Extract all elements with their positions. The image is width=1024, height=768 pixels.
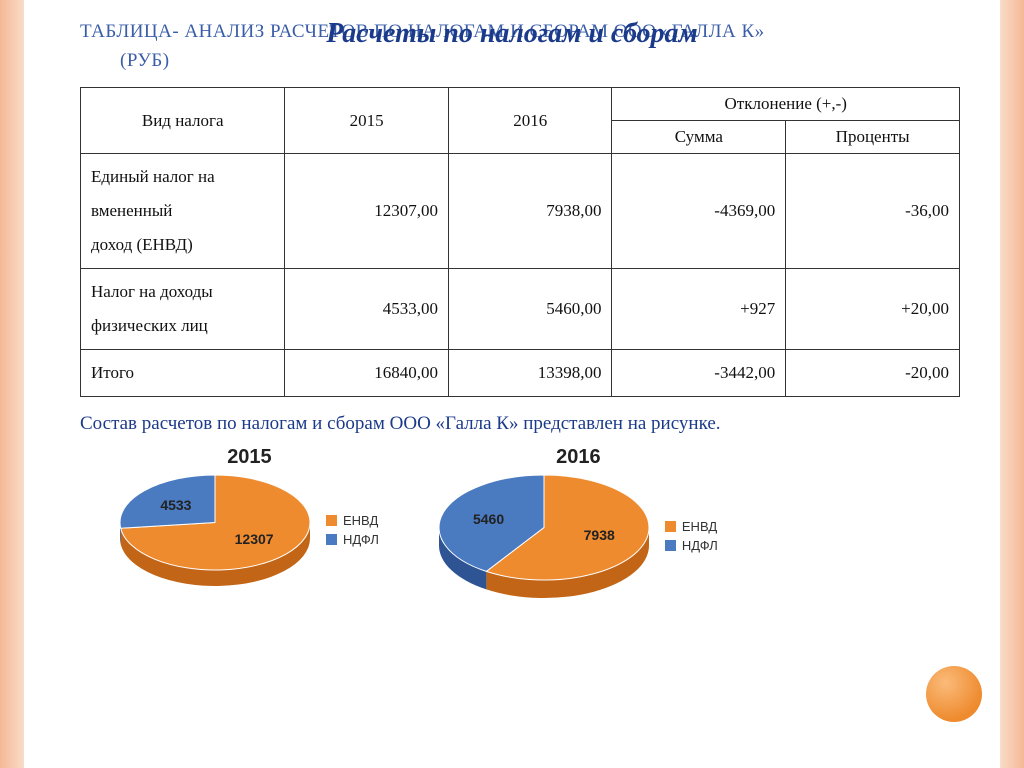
cell-label: Налог на доходыфизических лиц <box>81 269 285 350</box>
legend-label: НДФЛ <box>343 532 379 547</box>
pie-svg <box>120 473 310 588</box>
legend-swatch-ndfl <box>665 540 676 551</box>
legend-2015: ЕНВД НДФЛ <box>326 509 379 551</box>
slide-content: Расчеты по налогам и сборам ТАБЛИЦА- АНА… <box>24 0 1000 768</box>
table-row: Итого16840,0013398,00-3442,00-20,00 <box>81 350 960 397</box>
legend-2016: ЕНВД НДФЛ <box>665 515 718 557</box>
th-tax-type: Вид налога <box>81 88 285 154</box>
legend-item: НДФЛ <box>326 532 379 547</box>
cell-value: -3442,00 <box>612 350 786 397</box>
legend-label: НДФЛ <box>682 538 718 553</box>
cell-value: 7938,00 <box>448 154 612 269</box>
th-dev-pct: Проценты <box>786 121 960 154</box>
legend-item: ЕНВД <box>326 513 379 528</box>
cell-value: 4533,00 <box>285 269 449 350</box>
cell-label: Единый налог навмененныйдоход (ЕНВД) <box>81 154 285 269</box>
figure-caption: Состав расчетов по налогам и сборам ООО … <box>80 411 940 438</box>
chart-2015-title: 2015 <box>227 446 272 469</box>
subtitle-line-1: ТАБЛИЦА- АНАЛИЗ РАСЧЕТОВ ПО НАЛОГАМ И СБ… <box>80 21 765 42</box>
cell-label: Итого <box>81 350 285 397</box>
pie-2015-wrap: 123074533 <box>120 473 310 588</box>
legend-swatch-ndfl <box>326 534 337 545</box>
pie-svg <box>439 473 649 600</box>
cell-value: -20,00 <box>786 350 960 397</box>
chart-2016-title: 2016 <box>556 446 601 469</box>
subtitle-line-2: (РУБ) <box>80 50 170 71</box>
cell-value: +20,00 <box>786 269 960 350</box>
table-row: Единый налог навмененныйдоход (ЕНВД)1230… <box>81 154 960 269</box>
legend-swatch-envd <box>665 521 676 532</box>
cell-value: +927 <box>612 269 786 350</box>
legend-label: ЕНВД <box>682 519 717 534</box>
th-deviation: Отклонение (+,-) <box>612 88 960 121</box>
side-accent-left <box>0 0 24 768</box>
cell-value: 13398,00 <box>448 350 612 397</box>
cell-value: -4369,00 <box>612 154 786 269</box>
table-row: Налог на доходыфизических лиц4533,005460… <box>81 269 960 350</box>
legend-item: ЕНВД <box>665 519 718 534</box>
cell-value: -36,00 <box>786 154 960 269</box>
chart-2016: 2016 79385460 ЕНВД НДФЛ <box>439 446 718 600</box>
th-2015: 2015 <box>285 88 449 154</box>
legend-item: НДФЛ <box>665 538 718 553</box>
tax-table: Вид налога 2015 2016 Отклонение (+,-) Су… <box>80 87 960 397</box>
pie-2016-wrap: 79385460 <box>439 473 649 600</box>
deco-circle-icon <box>926 666 982 722</box>
th-2016: 2016 <box>448 88 612 154</box>
subtitle: ТАБЛИЦА- АНАЛИЗ РАСЧЕТОВ ПО НАЛОГАМ И СБ… <box>80 18 968 75</box>
cell-value: 12307,00 <box>285 154 449 269</box>
charts-row: 2015 123074533 ЕНВД НДФЛ 2016 7938 <box>80 446 968 600</box>
chart-2015: 2015 123074533 ЕНВД НДФЛ <box>120 446 379 588</box>
cell-value: 5460,00 <box>448 269 612 350</box>
legend-label: ЕНВД <box>343 513 378 528</box>
legend-swatch-envd <box>326 515 337 526</box>
side-accent-right <box>1000 0 1024 768</box>
th-dev-sum: Сумма <box>612 121 786 154</box>
tax-table-body: Единый налог навмененныйдоход (ЕНВД)1230… <box>81 154 960 397</box>
cell-value: 16840,00 <box>285 350 449 397</box>
